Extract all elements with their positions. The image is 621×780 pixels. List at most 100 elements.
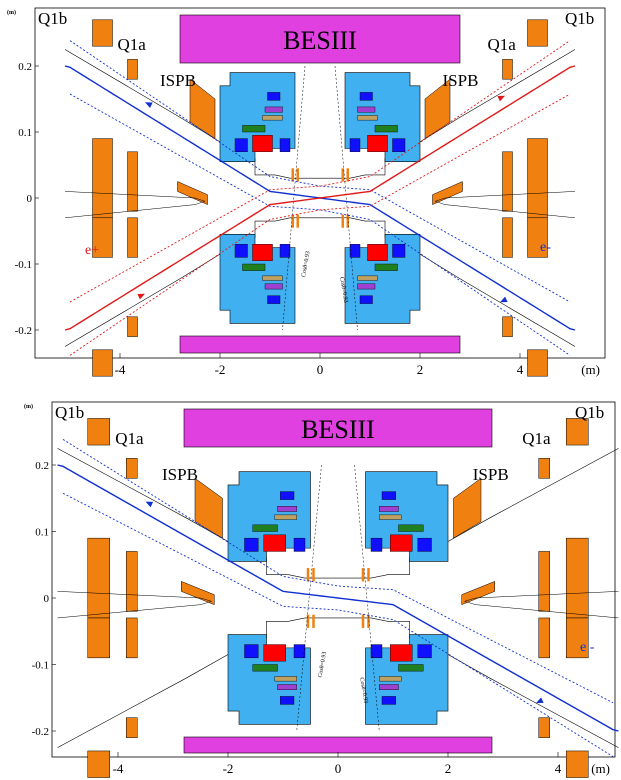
detector-module-upper-left-purple-block [277,506,297,512]
q1b-mid-upper-left [92,138,113,219]
cos-theta-line-b [282,65,306,331]
electron-beam-envelope-0 [69,40,571,303]
ispb-label-right: ISPB [443,71,479,90]
besiii-bar-bottom [179,335,461,354]
ip-marker-upper-3 [346,168,349,182]
y-tick-label: -0.1 [15,259,32,271]
detector-module-lower-left-blue-block-2 [234,243,248,258]
ip-marker-lower-2 [341,214,344,228]
q1b-mid-upper-left [87,537,110,619]
ip-marker-lower-3 [346,214,349,228]
y-tick-label: 0.1 [18,127,32,139]
q1b-mid-lower-right [566,617,589,659]
q1a-mid-upper-right [538,551,550,612]
panel-bottom: BESIII Cosθ=0.93 Cosθ=0.93 Q1b Q1b Q1a Q1a ISPB… [24,401,619,778]
detector-module-upper-right-tan-block [379,514,402,520]
detector-module-upper-right-red-block [390,534,413,552]
q1b-lower-left [92,349,113,377]
detector-module-upper-left-blue-block-1 [293,537,306,552]
y-unit-label: (m) [7,9,16,16]
detector-module-upper-right-blue-block-1 [349,138,361,153]
detector-module-lower-right-blue-block-2 [392,243,406,258]
y-tick-label: 0.2 [35,460,49,472]
detector-module-lower-right-purple-block [379,684,399,690]
electron-beam-trajectory [57,464,619,732]
ip-marker-upper-1 [312,568,315,582]
ispb-lower-right [461,581,495,606]
plot-frame [51,401,616,758]
detector-module-lower-right-blue-block-2 [417,644,432,659]
detector-module-upper-left-green-block [242,125,266,133]
q1b-mid-lower-left [87,617,110,659]
ip-marker-upper-2 [341,168,344,182]
detector-module-lower-left-green-block [242,263,266,271]
cos-theta-line-a [354,464,380,732]
beampipe-inner-left [57,591,213,619]
q1b-mid-upper-right [527,138,548,219]
positron-label: e+ [85,243,99,258]
detector-module-lower-left-blue-block-3 [267,295,281,304]
detector-module-lower-left-purple-block [277,684,297,690]
detector-module-upper-left-green-block [252,524,278,532]
ip-marker-upper-2 [361,568,365,582]
detector-module-lower-left-green-block [252,664,278,672]
electron-label: e- [540,240,551,255]
positron-arrow-right [497,95,505,102]
detector-module-upper-right-purple-block [379,506,399,512]
detector-module-upper-right-purple-block [357,106,376,113]
ispb-label-left: ISPB [162,465,198,484]
detector-module-lower-right-blue-block-3 [381,696,396,705]
y-tick-label: -0.1 [32,660,49,672]
detector-module-upper-right-blue-block-3 [359,92,373,101]
x-tick-label: -4 [115,362,126,377]
cos-theta-label-left: Cosθ=0.93 [301,251,311,278]
detector-module-lower-right-green-block [374,263,398,271]
detector-module-upper-right-blue-block-1 [370,537,383,552]
beampipe-inner-right [463,591,619,619]
detector-module-upper-right-blue-block-2 [392,138,406,153]
electron-arrow-left [145,501,154,508]
q1b-label-right: Q1b [565,9,594,28]
detector-module-lower-right-tan-block [379,676,402,682]
y-tick-label: 0 [27,193,33,205]
q1a-label-right: Q1a [522,429,551,448]
beampipe-inner-left [64,191,206,219]
detector-module-upper-left-red-block [252,135,273,153]
q1b-mid-lower-right [527,217,548,258]
detector-module-upper-left-red-block [263,534,286,552]
detector-module-lower-left-blue-block-1 [279,243,291,258]
detector-module-lower-right-red-block [367,243,388,261]
q1a-mid-lower-left [127,217,138,258]
detector-module-lower-left-purple-block [264,283,283,290]
q1a-mid-lower-right [538,617,550,659]
ip-marker-lower-3 [367,614,370,628]
detector-module-lower-right-blue-block-1 [370,644,383,659]
ispb-label-left: ISPB [160,71,196,90]
detector-module-upper-right-blue-block-2 [417,537,432,552]
detector-module-lower-right-red-block [390,644,413,662]
x-tick-label: 4 [517,362,524,377]
positron-beam-trajectory [64,65,576,331]
ispb-label-right: ISPB [473,465,509,484]
besiii-label: BESIII [301,415,375,444]
q1b-upper-right [566,418,589,446]
detector-module-upper-left-blue-block-2 [234,138,248,153]
ispb-lower-right [432,181,463,205]
detector-module-lower-left-blue-block-3 [280,696,295,705]
q1a-mid-upper-right [502,151,513,212]
x-unit-label: (m) [591,761,610,776]
q1a-upper-left [127,59,138,80]
beampipe-inner-right [434,191,576,219]
q1a-lower-right [502,316,513,337]
ip-marker-lower-1 [312,614,315,628]
q1b-mid-upper-right [566,537,589,619]
positron-arrow-left [137,293,145,300]
detector-module-upper-left-purple-block [264,106,283,113]
besiii-label: BESIII [283,26,357,55]
besiii-bar-bottom [183,736,493,754]
ip-marker-upper-0 [306,568,310,582]
q1a-label-left: Q1a [115,429,144,448]
detector-module-lower-left-blue-block-2 [244,644,259,659]
ip-marker-upper-3 [367,568,370,582]
